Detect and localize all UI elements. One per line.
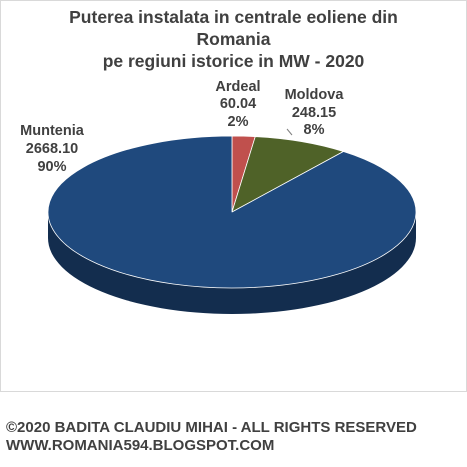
pie-slice-moldova [231,136,344,213]
pie-side-muntenia [48,212,416,314]
label-muntenia-name: Muntenia [20,123,85,139]
label-ardeal-name: Ardeal [215,79,260,95]
label-muntenia-percent: 90% [37,159,66,175]
label-moldova-percent: 8% [304,122,325,138]
chart-title-line-1: Puterea instalata in centrale eoliene di… [69,7,398,27]
label-muntenia-value: 2668.10 [26,141,78,157]
chart-title: Puterea instalata in centrale eoliene di… [0,6,467,72]
chart-title-line-2: Romania [196,29,271,49]
moldova-leader-line [286,128,293,136]
chart-title-line-3: pe regiuni istorice in MW - 2020 [102,51,365,71]
website-line: WWW.ROMANIA594.BLOGSPOT.COM [6,437,275,454]
label-moldova-name: Moldova [285,87,345,103]
copyright-footer: ©2020 BADITA CLAUDIU MIHAI - ALL RIGHTS … [6,419,417,455]
copyright-line: ©2020 BADITA CLAUDIU MIHAI - ALL RIGHTS … [6,419,417,436]
pie-slice-muntenia [47,135,417,289]
label-ardeal-percent: 2% [228,114,249,130]
label-ardeal-value: 60.04 [220,96,256,112]
label-moldova-value: 248.15 [292,105,336,121]
